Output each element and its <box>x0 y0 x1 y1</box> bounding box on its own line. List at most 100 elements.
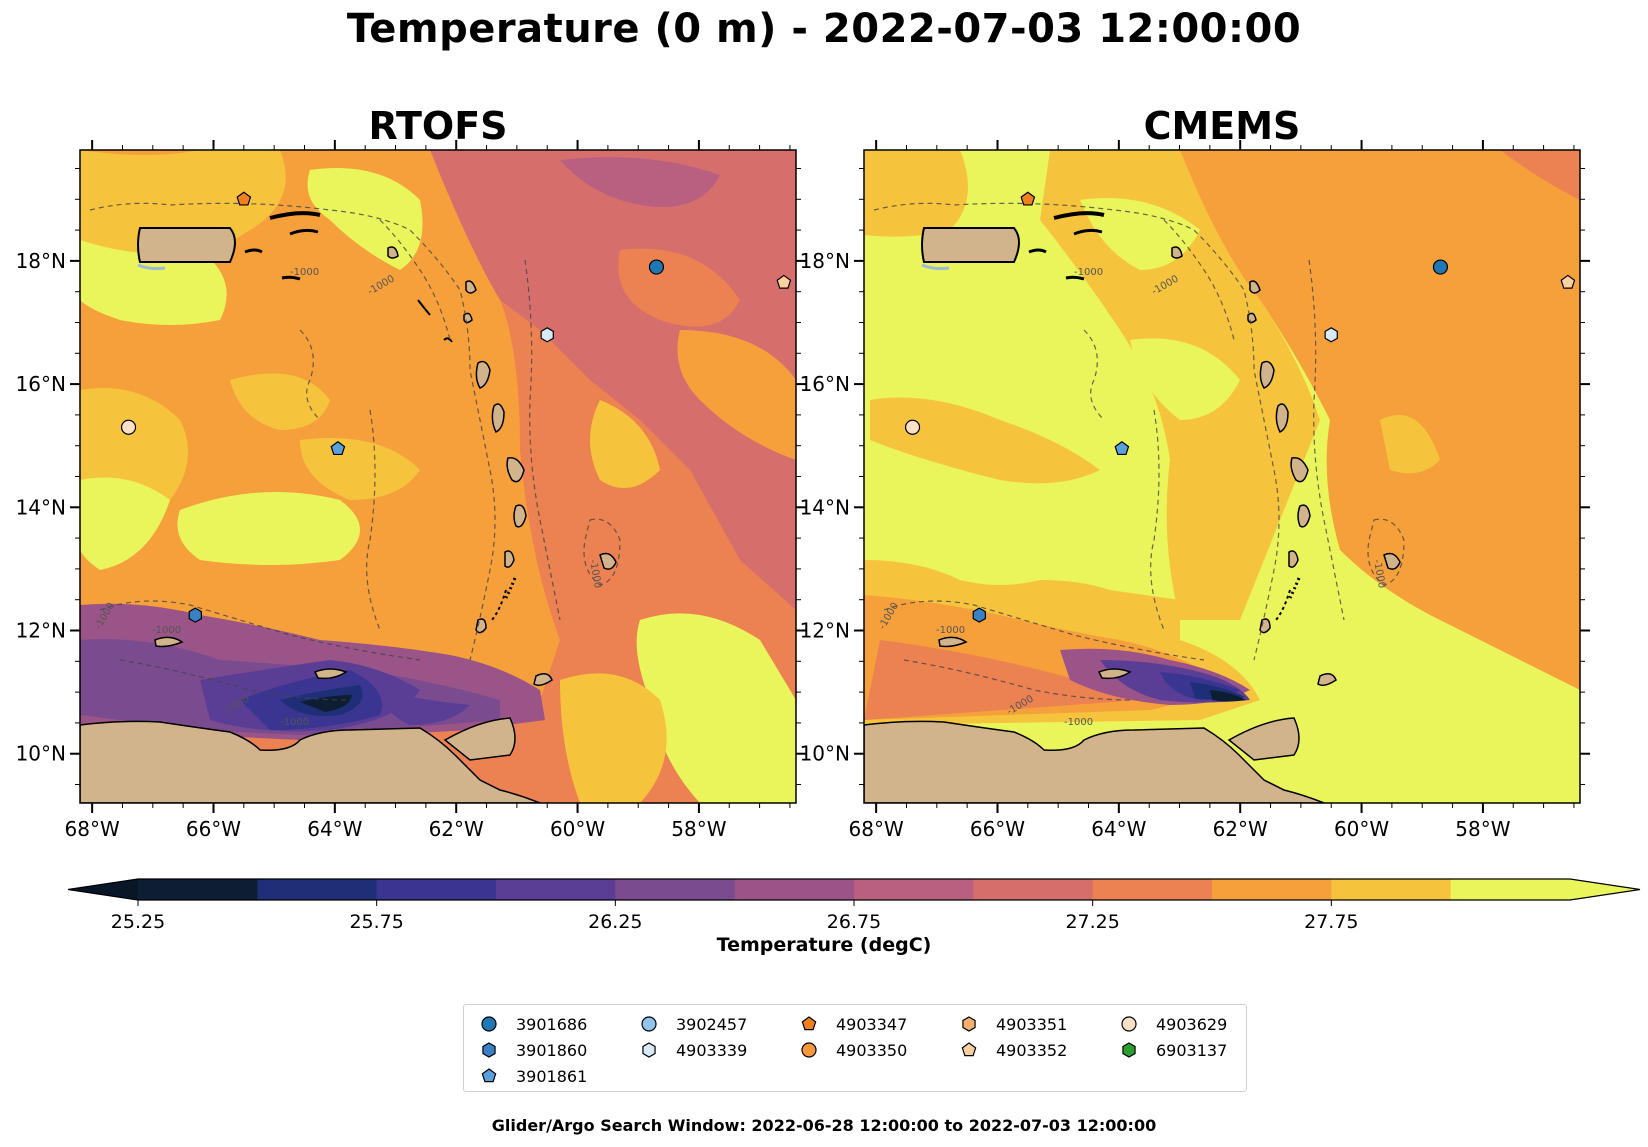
hexagon-marker-icon <box>642 1042 656 1058</box>
isobath-label: -1000 <box>152 625 181 636</box>
lat-tick-label: 10°N <box>16 742 66 766</box>
lat-tick-label: 10°N <box>800 742 850 766</box>
lon-tick-label: 68°W <box>65 817 120 841</box>
colorbar: 25.25 25.75 26.25 26.75 27.25 27.75 <box>67 878 1641 933</box>
lon-tick-label: 66°W <box>186 817 241 841</box>
lat-tick-label: 12°N <box>16 619 66 643</box>
float-marker[interactable] <box>330 441 346 456</box>
legend-entry: 3901860 <box>478 1037 638 1063</box>
legend-entry-label: 4903350 <box>836 1040 908 1060</box>
colorbar-segment <box>615 879 736 900</box>
colorbar-segment <box>1450 879 1571 900</box>
float-legend: 3901686 3901860 3901861 3902457 4903339 49033… <box>463 1004 1247 1092</box>
legend-entry-label: 3901686 <box>516 1014 588 1034</box>
float-marker[interactable] <box>648 259 665 275</box>
legend-entry-label: 4903339 <box>676 1040 748 1060</box>
legend-entry-label: 4903351 <box>996 1014 1068 1034</box>
map-panel-rtofs: -1000 -1000 -1000 -1000 -1000 -1000 -100… <box>16 140 806 841</box>
pentagon-marker-icon <box>801 1016 817 1031</box>
search-window-note: Glider/Argo Search Window: 2022-06-28 12… <box>491 1116 1157 1135</box>
hexagon-marker-icon <box>482 1042 496 1058</box>
legend-entry: 3901861 <box>478 1063 638 1089</box>
lon-tick-label: 60°W <box>1334 817 1389 841</box>
legend-entry: 4903347 <box>798 1011 958 1037</box>
float-marker[interactable] <box>1324 327 1338 343</box>
lon-tick-label: 64°W <box>307 817 362 841</box>
lat-tick-label: 18°N <box>800 249 850 273</box>
colorbar-segment <box>376 879 497 900</box>
legend-entry-label: 4903352 <box>996 1040 1068 1060</box>
colorbar-extend-max <box>1570 879 1640 900</box>
colorbar-extend-min <box>68 879 138 900</box>
panel-title-cmems: CMEMS <box>1143 104 1301 148</box>
float-marker[interactable] <box>540 327 554 343</box>
float-marker[interactable] <box>188 607 202 623</box>
legend-entry-label: 3901860 <box>516 1040 588 1060</box>
panel-title-rtofs: RTOFS <box>368 104 508 148</box>
colorbar-tick-label: 26.25 <box>588 911 642 933</box>
float-marker[interactable] <box>904 419 921 435</box>
isobath-label: -1000 <box>587 559 603 590</box>
float-marker[interactable] <box>1560 274 1576 289</box>
lon-tick-label: 62°W <box>1213 817 1268 841</box>
lon-tick-label: 58°W <box>1455 817 1510 841</box>
colorbar-tick-label: 27.25 <box>1065 911 1119 933</box>
lat-tick-label: 16°N <box>800 372 850 396</box>
lon-tick-label: 62°W <box>429 817 484 841</box>
isobath-label: -1000 <box>936 625 965 636</box>
circle-marker-icon <box>801 1042 817 1058</box>
legend-entry: 4903351 <box>958 1011 1118 1037</box>
colorbar-tick-label: 25.75 <box>349 911 403 933</box>
circle-marker-icon <box>641 1016 657 1032</box>
legend-entry: 3901686 <box>478 1011 638 1037</box>
float-marker[interactable] <box>1020 191 1036 206</box>
colorbar-tick-label: 26.75 <box>827 911 881 933</box>
legend-entry: 4903339 <box>638 1037 798 1063</box>
float-marker[interactable] <box>1114 441 1130 456</box>
isobath-label: -1000 <box>290 267 319 278</box>
float-marker[interactable] <box>776 274 792 289</box>
lon-tick-label: 58°W <box>671 817 726 841</box>
lon-tick-label: 64°W <box>1091 817 1146 841</box>
pentagon-marker-icon <box>481 1068 497 1083</box>
legend-entry-label: 3902457 <box>676 1014 748 1034</box>
isobath-label: -1000 <box>280 717 309 728</box>
legend-entry: 3902457 <box>638 1011 798 1037</box>
lat-tick-label: 18°N <box>16 249 66 273</box>
figure-title: Temperature (0 m) - 2022-07-03 12:00:00 <box>346 6 1302 52</box>
colorbar-tick-label: 25.25 <box>111 911 165 933</box>
lon-tick-label: 68°W <box>849 817 904 841</box>
colorbar-segment <box>1331 879 1452 900</box>
hexagon-marker-icon <box>962 1016 976 1032</box>
pentagon-marker-icon <box>961 1042 977 1057</box>
legend-entry-label: 3901861 <box>516 1066 588 1086</box>
colorbar-segment <box>1212 879 1332 900</box>
isobath-label: -1000 <box>1064 717 1093 728</box>
colorbar-label: Temperature (degC) <box>716 934 932 956</box>
lon-tick-label: 66°W <box>970 817 1025 841</box>
lat-tick-label: 16°N <box>16 372 66 396</box>
legend-entry-label: 4903629 <box>1156 1014 1228 1034</box>
legend-entry: 4903350 <box>798 1037 958 1063</box>
float-marker[interactable] <box>1432 259 1449 275</box>
lat-tick-label: 14°N <box>16 495 66 519</box>
colorbar-segment <box>734 879 855 900</box>
legend-entry: 6903137 <box>1118 1037 1278 1063</box>
legend-entry: 4903629 <box>1118 1011 1278 1037</box>
float-marker[interactable] <box>236 191 252 206</box>
map-panel-cmems: -1000 -1000 -1000 -1000 -1000 -1000 -100… <box>800 140 1590 841</box>
float-marker[interactable] <box>120 419 137 435</box>
isobath-label: -1000 <box>1371 559 1387 590</box>
circle-marker-icon <box>481 1016 497 1032</box>
colorbar-tick-label: 27.75 <box>1304 911 1358 933</box>
colorbar-segment <box>257 879 378 900</box>
isobath-label: -1000 <box>1074 267 1103 278</box>
colorbar-segment <box>138 879 258 900</box>
float-marker[interactable] <box>972 607 986 623</box>
colorbar-segment <box>1092 879 1213 900</box>
hexagon-marker-icon <box>1122 1042 1136 1058</box>
legend-entry-label: 4903347 <box>836 1014 908 1034</box>
legend-entry-label: 6903137 <box>1156 1040 1228 1060</box>
colorbar-segment <box>496 879 616 900</box>
